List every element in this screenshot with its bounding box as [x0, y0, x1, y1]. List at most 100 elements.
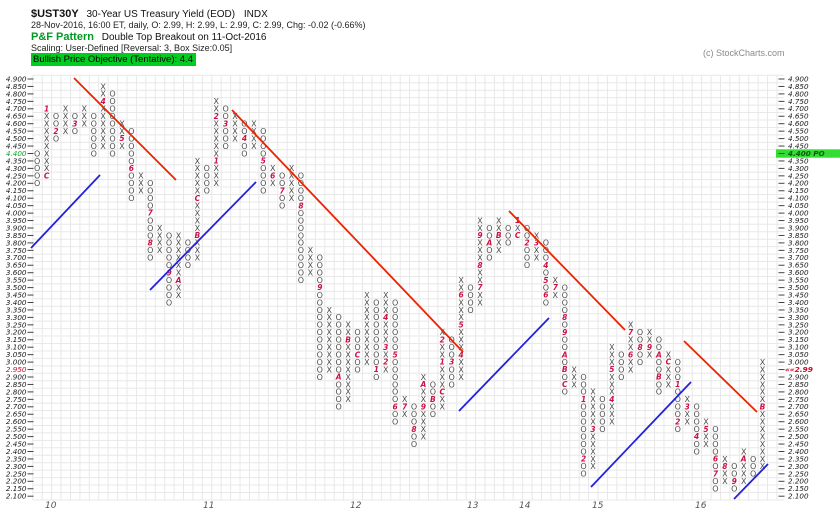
pnf-o-box: O: [109, 97, 115, 106]
pnf-o-box: O: [53, 112, 59, 121]
y-axis-label-left: 4.150: [6, 186, 27, 195]
pnf-o-box: O: [335, 336, 341, 345]
month-marker: C: [195, 194, 201, 203]
month-marker: 1: [675, 380, 680, 389]
month-marker: A: [335, 373, 342, 382]
pnf-o-box: O: [373, 298, 379, 307]
price-objective-label: 4.400 PO: [788, 149, 825, 158]
y-axis-label-right: 4.550: [788, 127, 809, 136]
pnf-o-box: O: [562, 283, 568, 292]
pnf-o-box: O: [580, 418, 586, 427]
year-label: 14: [519, 501, 531, 511]
pnf-o-box: O: [204, 164, 210, 173]
pnf-x-box: X: [496, 239, 502, 248]
month-marker: B: [430, 395, 436, 404]
pnf-x-box: X: [364, 313, 370, 322]
pnf-x-box: X: [590, 462, 596, 471]
pnf-o-box: O: [373, 306, 379, 315]
y-axis-label-left: 2.700: [6, 402, 27, 411]
pnf-o-box: O: [580, 425, 586, 434]
pnf-o-box: O: [260, 127, 266, 136]
month-marker: C: [666, 358, 672, 367]
y-axis-label-left: 2.650: [6, 410, 27, 419]
pnf-x-box: X: [760, 418, 766, 427]
pnf-o-box: O: [373, 313, 379, 322]
month-marker: 8: [637, 343, 642, 352]
y-axis-label-right: 3.800: [788, 238, 809, 247]
pnf-o-box: O: [467, 283, 473, 292]
y-axis-label-left: 3.850: [6, 231, 27, 240]
y-axis-label-right: 3.350: [788, 305, 809, 314]
y-axis-label-left: 3.800: [6, 238, 27, 247]
pnf-x-box: X: [195, 172, 201, 181]
month-marker: 8: [722, 462, 727, 471]
quote-line: 28-Nov-2016, 16:00 ET, daily, O: 2.99, H…: [31, 20, 366, 30]
uptrend-line: [149, 181, 257, 291]
y-axis-label-left: 2.100: [6, 492, 27, 501]
pnf-o-box: O: [91, 134, 97, 143]
pnf-o-box: O: [656, 380, 662, 389]
pnf-x-box: X: [364, 321, 370, 330]
pnf-o-box: O: [185, 254, 191, 263]
pnf-x-box: X: [251, 134, 257, 143]
pnf-x-box: X: [195, 246, 201, 255]
pnf-x-box: X: [609, 380, 615, 389]
month-marker: C: [355, 350, 361, 359]
pnf-o-box: O: [524, 261, 530, 270]
month-marker: 7: [713, 469, 719, 478]
pnf-x-box: X: [421, 418, 427, 427]
pnf-o-box: O: [185, 261, 191, 270]
pnf-x-box: X: [195, 187, 201, 196]
pnf-o-box: O: [335, 343, 341, 352]
pnf-x-box: X: [703, 440, 709, 449]
y-axis-label-left: 3.200: [6, 328, 27, 337]
pnf-o-box: O: [524, 246, 530, 255]
pnf-o-box: O: [693, 418, 699, 427]
pnf-o-box: O: [34, 164, 40, 173]
downtrend-line: [231, 109, 464, 353]
pnf-o-box: O: [524, 231, 530, 240]
month-marker: B: [656, 373, 662, 382]
y-axis-label-right: 2.600: [788, 417, 809, 426]
pnf-o-box: O: [128, 179, 134, 188]
y-axis-label-left: 3.000: [6, 358, 27, 367]
pattern-label: P&F Pattern: [31, 31, 94, 43]
pnf-o-box: O: [147, 231, 153, 240]
y-axis-label-left: 4.900: [6, 74, 27, 83]
pnf-o-box: O: [712, 425, 718, 434]
pnf-o-box: O: [166, 283, 172, 292]
pnf-o-box: O: [222, 134, 228, 143]
month-marker: C: [44, 171, 50, 180]
pnf-x-box: X: [364, 291, 370, 300]
copyright-label: (c) StockCharts.com: [703, 48, 785, 58]
pnf-x-box: X: [138, 172, 144, 181]
pnf-o-box: O: [166, 276, 172, 285]
y-axis-label-left: 2.250: [6, 469, 27, 478]
pnf-o-box: O: [354, 328, 360, 337]
pnf-x-box: X: [590, 447, 596, 456]
month-marker: 6: [458, 291, 463, 300]
pnf-o-box: O: [430, 388, 436, 397]
y-axis-label-left: 2.350: [6, 454, 27, 463]
y-axis-label-right: 4.000: [788, 209, 809, 218]
pnf-x-box: X: [440, 395, 446, 404]
pnf-o-box: O: [166, 298, 172, 307]
pnf-o-box: O: [712, 462, 718, 471]
pnf-x-box: X: [684, 418, 690, 427]
pnf-o-box: O: [505, 231, 511, 240]
pnf-x-box: X: [722, 477, 728, 486]
y-axis-label-left: 3.550: [6, 276, 27, 285]
month-marker: B: [496, 231, 502, 240]
month-marker: 7: [628, 328, 634, 337]
pnf-o-box: O: [298, 231, 304, 240]
pnf-x-box: X: [458, 283, 464, 292]
pnf-x-box: X: [232, 134, 238, 143]
pnf-o-box: O: [298, 239, 304, 248]
pnf-x-box: X: [157, 231, 163, 240]
pnf-o-box: O: [166, 254, 172, 263]
month-marker: 6: [129, 164, 134, 173]
pnf-x-box: X: [157, 239, 163, 248]
pnf-x-box: X: [666, 350, 672, 359]
pnf-o-box: O: [298, 179, 304, 188]
month-marker: 4: [242, 134, 247, 143]
